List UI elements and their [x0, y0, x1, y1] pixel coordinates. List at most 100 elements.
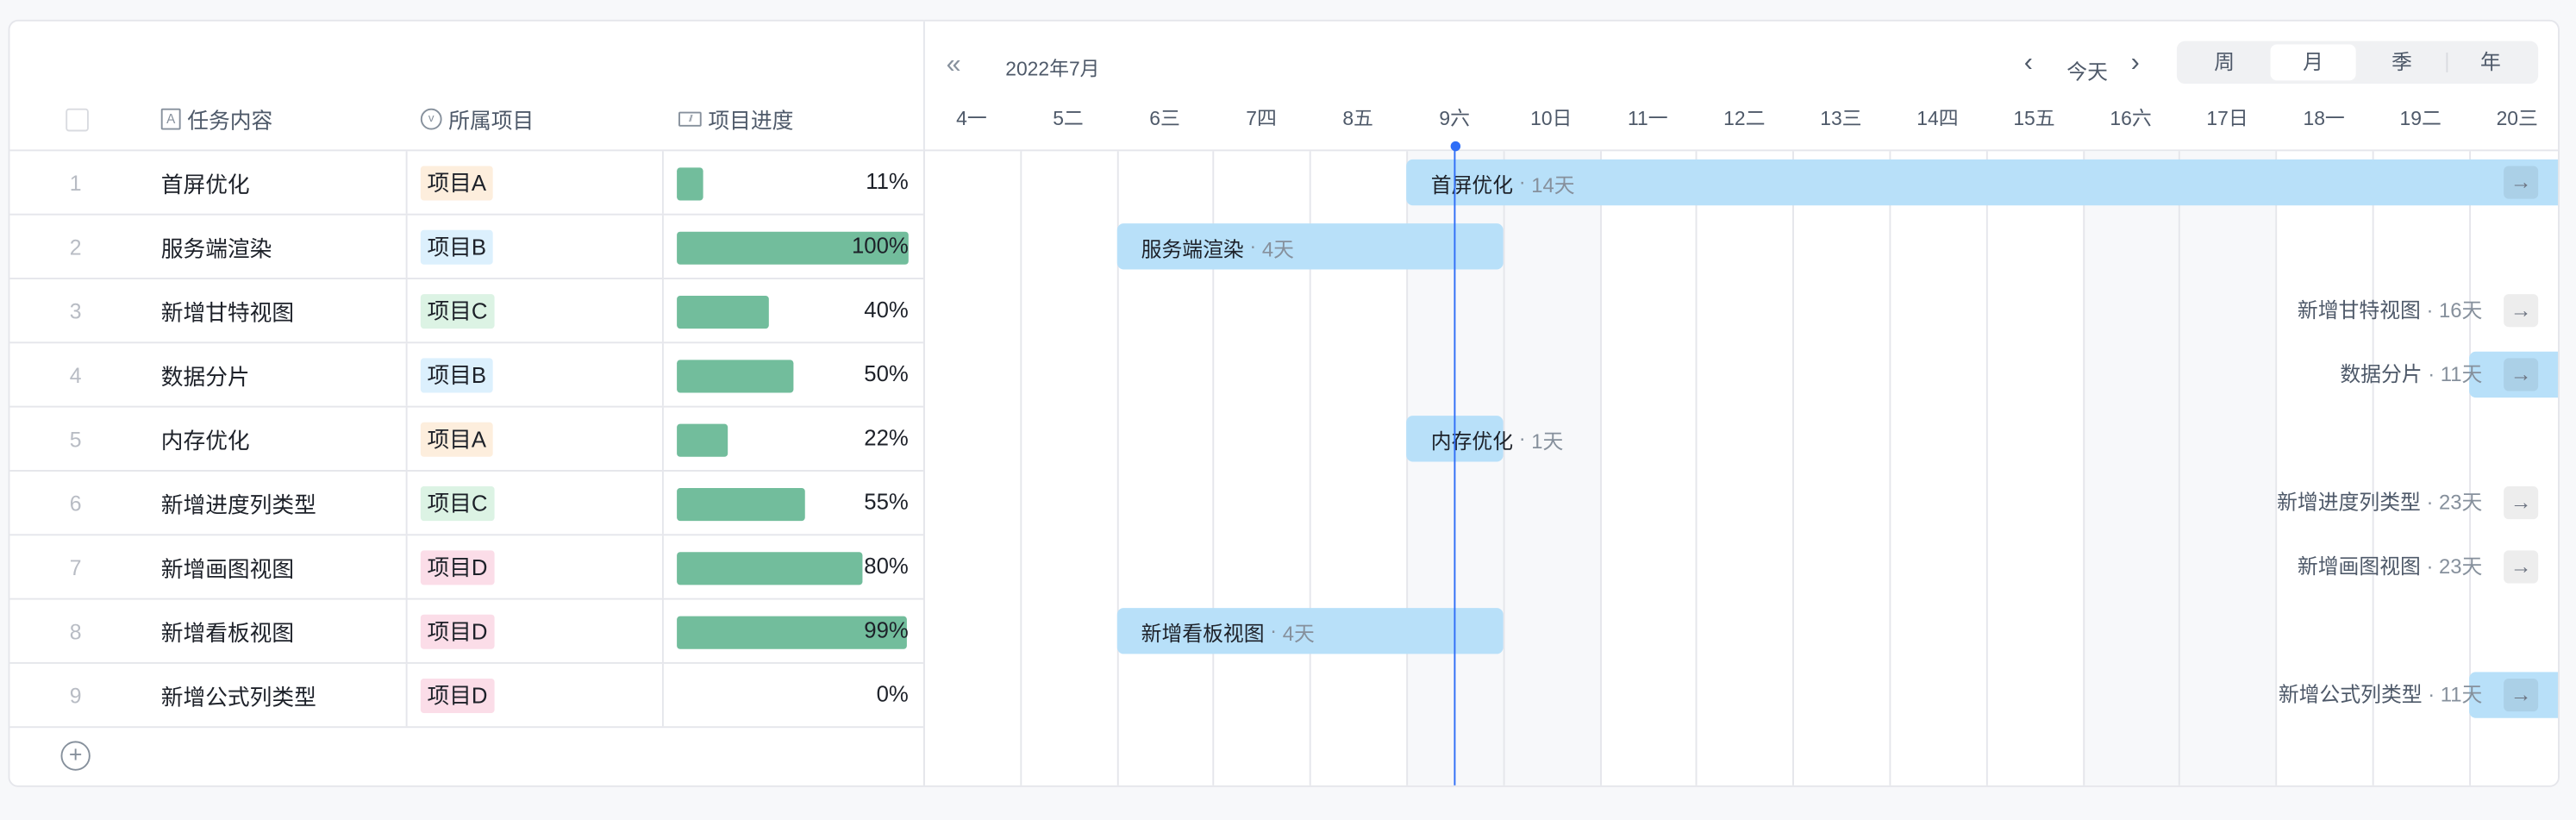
progress-icon: //: [678, 111, 702, 127]
project-cell[interactable]: 项目D: [405, 535, 664, 598]
project-cell[interactable]: 项目C: [405, 279, 664, 342]
task-name[interactable]: 首屏优化: [160, 172, 250, 197]
gantt-bar[interactable]: 首屏优化 · 14天: [1406, 159, 2559, 206]
day-label: 15五: [2013, 106, 2055, 130]
today-button[interactable]: 今天: [2066, 60, 2108, 85]
progress-fill: [677, 231, 909, 265]
table-row[interactable]: 4 数据分片 项目B 50%: [9, 343, 923, 408]
progress-percent: 99%: [864, 617, 909, 643]
day-label: 5二: [1053, 106, 1084, 130]
progress-cell[interactable]: 50%: [677, 343, 909, 405]
arrow-right-icon[interactable]: →: [2504, 679, 2539, 712]
progress-cell[interactable]: 99%: [677, 600, 909, 662]
project-cell[interactable]: 项目B: [405, 215, 664, 279]
arrow-right-icon[interactable]: →: [2504, 294, 2539, 328]
day-column: [922, 151, 1020, 786]
progress-cell[interactable]: 55%: [677, 472, 909, 534]
project-tag: 项目A: [420, 165, 493, 200]
day-label: 6三: [1149, 106, 1180, 130]
bar-outside-label[interactable]: 新增甘特视图 · 16天: [923, 287, 2482, 333]
gantt-bar[interactable]: 新增看板视图 · 4天: [1116, 608, 1504, 654]
arrow-right-icon[interactable]: →: [2504, 358, 2539, 391]
task-name[interactable]: 内存优化: [160, 429, 250, 454]
arrow-right-icon[interactable]: →: [2504, 166, 2539, 199]
arrow-right-icon[interactable]: →: [2504, 486, 2539, 520]
day-label: 11一: [1627, 106, 1668, 130]
project-cell[interactable]: 项目C: [405, 471, 664, 535]
bar-label: 新增公式列类型: [2278, 683, 2423, 707]
bar-outside-label[interactable]: 新增进度列类型 · 23天: [923, 479, 2482, 525]
table-row[interactable]: 6 新增进度列类型 项目C 55%: [9, 471, 923, 536]
progress-cell[interactable]: 11%: [677, 151, 909, 213]
bar-duration: ·: [1513, 171, 1532, 194]
gantt-bar[interactable]: [2468, 351, 2559, 398]
row-index: 1: [69, 170, 82, 195]
column-header-progress[interactable]: // 项目进度: [678, 103, 793, 135]
day-column: [1599, 151, 1696, 786]
table-row[interactable]: 8 新增看板视图 项目D 99%: [9, 599, 923, 664]
progress-bar: [677, 360, 909, 393]
table-row[interactable]: 2 服务端渲染 项目B 100%: [9, 215, 923, 279]
task-name[interactable]: 新增看板视图: [160, 621, 295, 646]
bar-duration: 4天: [1282, 622, 1315, 645]
project-cell[interactable]: 项目A: [405, 407, 664, 471]
day-label: 16六: [2110, 106, 2152, 130]
task-name[interactable]: 新增公式列类型: [160, 685, 316, 710]
project-cell[interactable]: 项目B: [405, 343, 664, 406]
select-all-checkbox[interactable]: [66, 108, 89, 132]
task-name[interactable]: 服务端渲染: [160, 236, 272, 261]
project-cell[interactable]: 项目D: [405, 663, 664, 727]
bar-duration: ·: [1513, 427, 1532, 451]
day-column: [1792, 151, 1889, 786]
table-row[interactable]: 9 新增公式列类型 项目D 0%: [9, 663, 923, 729]
progress-bar: [677, 296, 909, 329]
gantt-view: A 任务内容 v 所属项目 // 项目进度 1 首屏优化 项目A 11% 2 服务端渲染项…: [8, 19, 2560, 787]
scale-option[interactable]: 季: [2392, 51, 2412, 74]
progress-cell[interactable]: 100%: [677, 216, 909, 278]
progress-cell[interactable]: 40%: [677, 279, 909, 341]
bar-outside-label[interactable]: 新增画图视图 · 23天: [923, 544, 2482, 590]
project-cell[interactable]: 项目D: [405, 599, 664, 662]
chevron-left-icon[interactable]: ‹: [2023, 49, 2033, 78]
column-header-task[interactable]: A 任务内容: [160, 103, 272, 135]
chevron-right-icon[interactable]: ›: [2130, 49, 2140, 78]
bar-duration: 14天: [1531, 173, 1575, 197]
scale-option[interactable]: 月: [2270, 44, 2356, 81]
bar-duration: ·: [2420, 491, 2440, 515]
project-cell[interactable]: 项目A: [405, 151, 664, 214]
bar-duration: ·: [2420, 555, 2440, 579]
arrow-right-icon[interactable]: →: [2504, 550, 2539, 584]
project-tag: 项目C: [420, 485, 495, 521]
table-row[interactable]: 3 新增甘特视图 项目C 40%: [9, 279, 923, 344]
progress-cell[interactable]: 80%: [677, 535, 909, 598]
bar-outside-label[interactable]: 数据分片 · 11天: [923, 352, 2482, 397]
task-name[interactable]: 新增甘特视图: [160, 300, 295, 326]
day-column: [1696, 151, 1792, 786]
table-row[interactable]: 1 首屏优化 项目A 11%: [9, 151, 923, 216]
column-header-project[interactable]: v 所属项目: [420, 103, 534, 135]
task-name[interactable]: 数据分片: [160, 365, 250, 390]
today-line: [1454, 146, 1457, 786]
progress-fill: [677, 552, 863, 585]
scale-option[interactable]: 年: [2479, 51, 2501, 74]
progress-cell[interactable]: 22%: [677, 408, 909, 470]
single-select-icon: v: [420, 108, 442, 130]
plus-circle-icon[interactable]: +: [60, 741, 91, 771]
divider: [2446, 52, 2448, 72]
day-label: 19二: [2399, 106, 2442, 130]
double-chevron-left-icon[interactable]: «: [946, 51, 961, 79]
gantt-bar[interactable]: [2468, 672, 2559, 718]
task-name[interactable]: 新增画图视图: [160, 556, 295, 582]
progress-cell[interactable]: 0%: [677, 664, 909, 726]
gantt-bar[interactable]: 服务端渲染 · 4天: [1116, 223, 1504, 270]
day-column: [2082, 151, 2179, 786]
project-tag: 项目D: [420, 678, 495, 713]
day-column: [1213, 151, 1310, 786]
progress-percent: 11%: [866, 169, 909, 194]
bar-outside-label[interactable]: 新增公式列类型 · 11天: [923, 672, 2483, 717]
task-name[interactable]: 新增进度列类型: [160, 492, 316, 518]
bar-label: 数据分片: [2340, 363, 2423, 386]
table-row[interactable]: 7 新增画图视图 项目D 80%: [9, 535, 923, 600]
table-row[interactable]: 5 内存优化 项目A 22%: [9, 407, 923, 472]
scale-option[interactable]: 周: [2214, 51, 2235, 74]
